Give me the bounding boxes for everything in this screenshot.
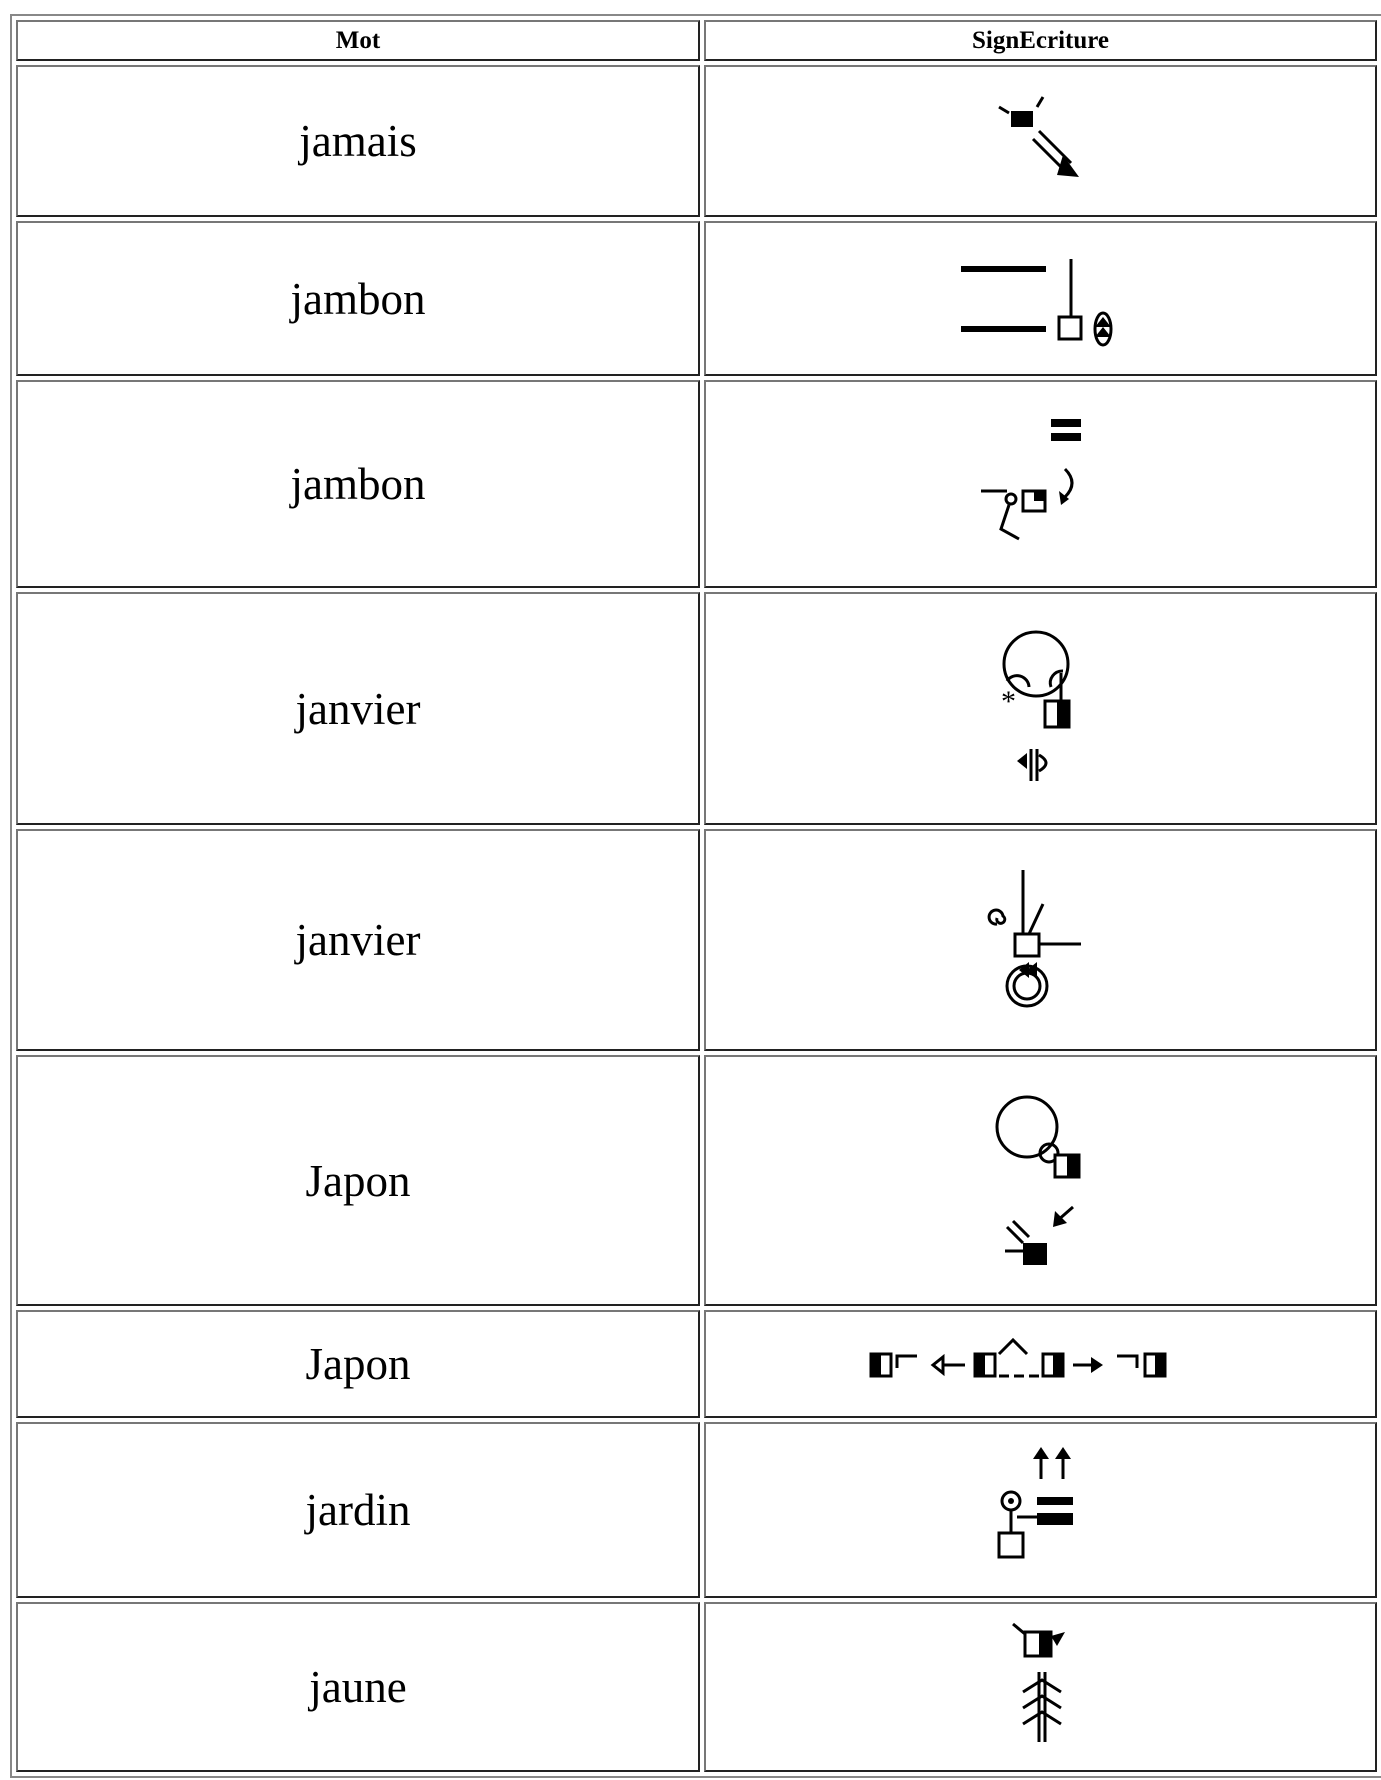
sign-glyph: * (1001, 630, 1070, 781)
sign-glyph (997, 1447, 1073, 1559)
word-cell: janvier (16, 829, 700, 1051)
header-cell: SignEcriture (704, 20, 1377, 61)
sign-glyph (997, 96, 1079, 177)
row: Japon (16, 1055, 1377, 1306)
sign-cell (704, 829, 1377, 1051)
word-cell: Japon (16, 1310, 700, 1418)
sign-glyph (1011, 1622, 1065, 1742)
sign-cell (704, 1310, 1377, 1418)
word-cell: janvier (16, 592, 700, 825)
sign-glyph (995, 1095, 1080, 1265)
sign-cell (704, 65, 1377, 217)
sign-glyph (869, 1337, 1166, 1378)
word-cell: jaune (16, 1602, 700, 1772)
sign-cell (704, 1055, 1377, 1306)
sign-cell (704, 380, 1377, 588)
row: jaune (16, 1602, 1377, 1772)
row: jambon (16, 221, 1377, 376)
row: Japon (16, 1310, 1377, 1418)
row: janvier (16, 829, 1377, 1051)
sign-cell (704, 1422, 1377, 1598)
header-cell: Mot (16, 20, 700, 61)
sign-cell (704, 1602, 1377, 1772)
sign-table: Mot SignEcriture jamais jambon jambon (10, 14, 1381, 1778)
asterisk-icon: * (1001, 685, 1016, 718)
word-cell: jamais (16, 65, 700, 217)
row: jardin (16, 1422, 1377, 1598)
sign-cell: * (704, 592, 1377, 825)
row: jambon (16, 380, 1377, 588)
word-cell: jambon (16, 221, 700, 376)
sign-glyph (960, 258, 1112, 346)
sign-cell (704, 221, 1377, 376)
word-cell: jambon (16, 380, 700, 588)
sign-glyph (980, 419, 1081, 541)
sign-glyph (987, 870, 1081, 1008)
word-cell: jardin (16, 1422, 700, 1598)
row: jamais (16, 65, 1377, 217)
header-row: Mot SignEcriture (16, 20, 1377, 61)
word-cell: Japon (16, 1055, 700, 1306)
row: janvier * (16, 592, 1377, 825)
